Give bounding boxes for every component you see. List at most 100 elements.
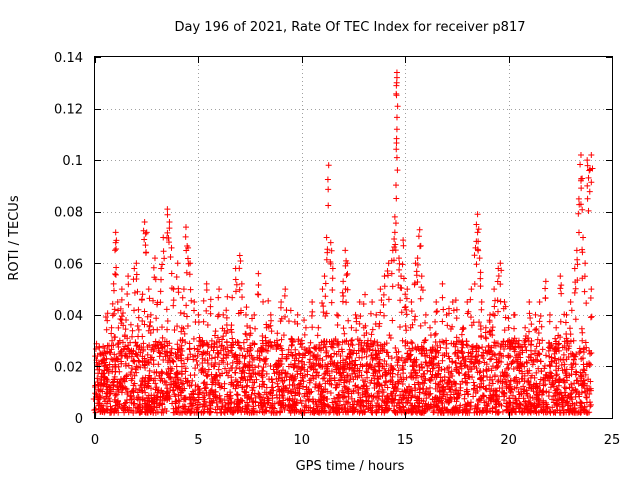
data-point-cluster bbox=[325, 186, 332, 193]
data-point-band bbox=[305, 397, 312, 404]
data-point-cluster bbox=[117, 305, 124, 312]
data-point-band bbox=[252, 371, 259, 378]
data-point-band bbox=[550, 380, 557, 387]
data-point-cluster bbox=[545, 339, 552, 346]
data-point-band bbox=[112, 402, 119, 409]
data-point-band bbox=[309, 409, 316, 416]
data-point-cluster bbox=[135, 314, 142, 321]
data-point-band bbox=[491, 372, 498, 379]
data-point bbox=[139, 291, 146, 298]
data-point-band bbox=[345, 390, 352, 397]
data-point-cluster bbox=[198, 367, 205, 374]
data-point-band bbox=[501, 373, 508, 380]
data-point-band bbox=[278, 404, 285, 411]
data-point-band bbox=[415, 381, 422, 388]
data-point-band bbox=[174, 341, 181, 348]
data-point-band bbox=[323, 310, 330, 317]
data-point-cluster bbox=[450, 340, 457, 347]
data-point-band bbox=[215, 380, 222, 387]
data-point-cluster bbox=[233, 281, 240, 288]
data-point-band bbox=[579, 380, 586, 387]
data-point-cluster bbox=[504, 338, 511, 345]
data-point-band bbox=[271, 405, 278, 412]
data-point bbox=[118, 286, 125, 293]
data-point-band bbox=[435, 370, 442, 377]
data-point-band bbox=[402, 388, 409, 395]
data-point-band bbox=[434, 371, 441, 378]
data-point-cluster bbox=[112, 247, 119, 254]
data-point-band bbox=[531, 405, 538, 412]
x-tick-label: 10 bbox=[294, 433, 311, 448]
data-point-band bbox=[341, 383, 348, 390]
data-point bbox=[164, 206, 171, 213]
data-point-band bbox=[573, 351, 580, 358]
data-point-band bbox=[418, 374, 425, 381]
data-point-band bbox=[148, 392, 155, 399]
data-point-cluster bbox=[150, 264, 157, 271]
data-point-band bbox=[174, 409, 181, 416]
data-point-band bbox=[172, 380, 179, 387]
data-point-band bbox=[420, 385, 427, 392]
data-point-band bbox=[459, 409, 466, 416]
data-point bbox=[439, 280, 446, 287]
data-point-cluster bbox=[511, 340, 518, 347]
data-point-band bbox=[112, 334, 119, 341]
data-point-band bbox=[444, 406, 451, 413]
data-point-band bbox=[216, 361, 223, 368]
data-point-cluster bbox=[153, 315, 160, 322]
data-point-band bbox=[331, 395, 338, 402]
data-point-band bbox=[268, 342, 275, 349]
data-point bbox=[474, 229, 481, 236]
data-point-cluster bbox=[101, 374, 108, 381]
data-point-band bbox=[526, 399, 533, 406]
data-point bbox=[422, 311, 429, 318]
data-point-cluster bbox=[353, 350, 360, 357]
data-point-band bbox=[433, 374, 440, 381]
data-point-cluster bbox=[471, 252, 478, 259]
data-point-cluster bbox=[212, 374, 219, 381]
data-point bbox=[553, 324, 560, 331]
data-point-cluster bbox=[175, 289, 182, 296]
data-point-cluster bbox=[394, 167, 401, 174]
data-point-band bbox=[453, 364, 460, 371]
data-point-band bbox=[227, 364, 234, 371]
data-point-band bbox=[92, 390, 99, 397]
data-point-band bbox=[583, 399, 590, 406]
data-point-band bbox=[395, 348, 402, 355]
data-point-cluster bbox=[475, 238, 482, 245]
data-point-band bbox=[335, 312, 342, 319]
data-point-band bbox=[351, 362, 358, 369]
data-point-cluster bbox=[364, 374, 371, 381]
data-point-band bbox=[269, 384, 276, 391]
data-point-band bbox=[263, 384, 270, 391]
data-point-cluster bbox=[475, 226, 482, 233]
data-point-band bbox=[175, 397, 182, 404]
data-point-band bbox=[249, 366, 256, 373]
data-point-cluster bbox=[505, 352, 512, 359]
data-point bbox=[443, 311, 450, 318]
data-point-band bbox=[419, 403, 426, 410]
data-point-band bbox=[477, 368, 484, 375]
data-point-band bbox=[493, 387, 500, 394]
data-point-band bbox=[189, 402, 196, 409]
data-point-cluster bbox=[579, 206, 586, 213]
data-point-band bbox=[152, 386, 159, 393]
data-point-cluster bbox=[494, 297, 501, 304]
data-point-band bbox=[541, 365, 548, 372]
data-point-band bbox=[434, 308, 441, 315]
data-point-cluster bbox=[298, 344, 305, 351]
data-point-band bbox=[112, 364, 119, 371]
data-point-cluster bbox=[467, 314, 474, 321]
data-point-band bbox=[323, 396, 330, 403]
data-point-band bbox=[490, 392, 497, 399]
data-point-band bbox=[430, 365, 437, 372]
data-point-band bbox=[513, 403, 520, 410]
data-point-band bbox=[323, 347, 330, 354]
data-point-band bbox=[402, 342, 409, 349]
data-point-band bbox=[503, 400, 510, 407]
data-point-band bbox=[142, 389, 149, 396]
data-point-cluster bbox=[344, 270, 351, 277]
data-point-cluster bbox=[427, 359, 434, 366]
data-point-cluster bbox=[159, 261, 166, 268]
data-point-band bbox=[308, 388, 315, 395]
